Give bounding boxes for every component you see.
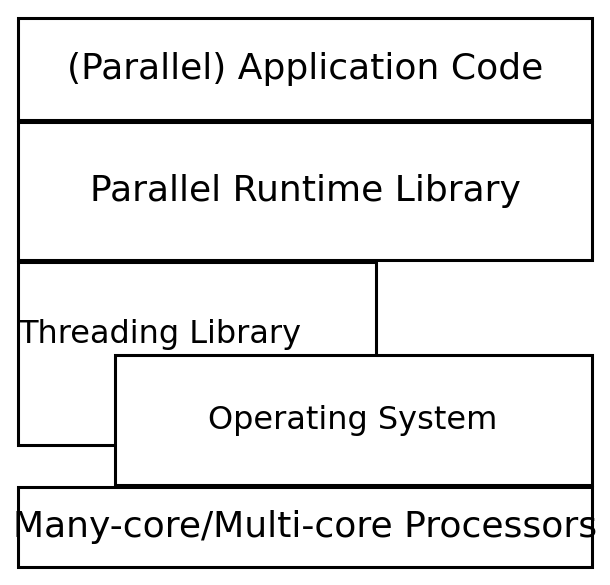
Text: Many-core/Multi-core Processors: Many-core/Multi-core Processors	[13, 510, 597, 544]
Text: (Parallel) Application Code: (Parallel) Application Code	[67, 52, 543, 86]
Text: Threading Library: Threading Library	[18, 319, 301, 350]
Bar	[115, 355, 592, 485]
Text: Operating System: Operating System	[208, 404, 498, 435]
Bar	[18, 262, 376, 445]
Bar	[18, 487, 592, 567]
Bar	[18, 18, 592, 120]
Bar	[18, 122, 592, 260]
Text: Parallel Runtime Library: Parallel Runtime Library	[90, 174, 520, 208]
